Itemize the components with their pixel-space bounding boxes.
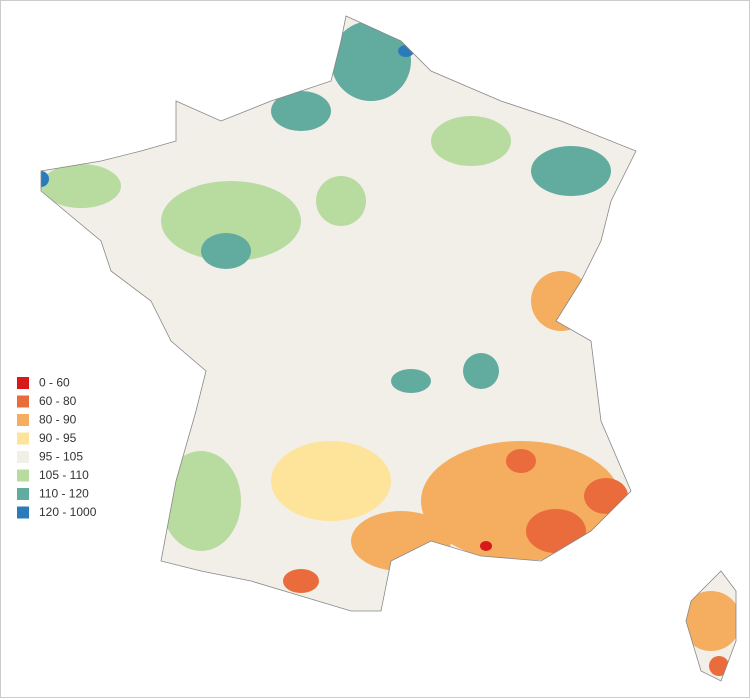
region [681, 591, 736, 651]
legend-label: 0 - 60 [39, 376, 70, 390]
region [506, 449, 536, 473]
legend-swatch [17, 488, 29, 500]
region [331, 21, 411, 101]
region [316, 176, 366, 226]
region [201, 233, 251, 269]
region [584, 478, 628, 514]
region [283, 569, 319, 593]
legend-swatch [17, 395, 29, 408]
country-outline [40, 15, 737, 682]
legend-label: 105 - 110 [39, 468, 89, 482]
region [391, 369, 431, 393]
legend: 0 - 60 60 - 80 80 - 90 90 - 95 95 - 105 105 -… [17, 376, 97, 519]
region [531, 271, 591, 331]
region [709, 656, 729, 676]
region [526, 509, 586, 553]
region [271, 91, 331, 131]
legend-swatch [17, 377, 29, 389]
legend-swatch [17, 451, 29, 463]
region [398, 45, 414, 57]
region [41, 164, 121, 208]
legend-label: 95 - 105 [39, 450, 83, 464]
region [41, 171, 49, 187]
legend-swatch [17, 432, 29, 445]
region [431, 116, 511, 166]
legend-swatch [17, 469, 29, 482]
region [463, 353, 499, 389]
legend-label: 90 - 95 [39, 431, 77, 445]
region [161, 451, 241, 551]
region [271, 441, 391, 521]
region [161, 181, 301, 261]
legend-swatch [17, 506, 29, 519]
legend-label: 120 - 1000 [39, 505, 97, 519]
legend-label: 110 - 120 [39, 487, 89, 501]
region [351, 511, 451, 571]
legend-label: 80 - 90 [39, 413, 77, 427]
legend-label: 60 - 80 [39, 394, 77, 408]
region [480, 541, 492, 551]
region [531, 146, 611, 196]
legend-swatch [17, 414, 29, 426]
